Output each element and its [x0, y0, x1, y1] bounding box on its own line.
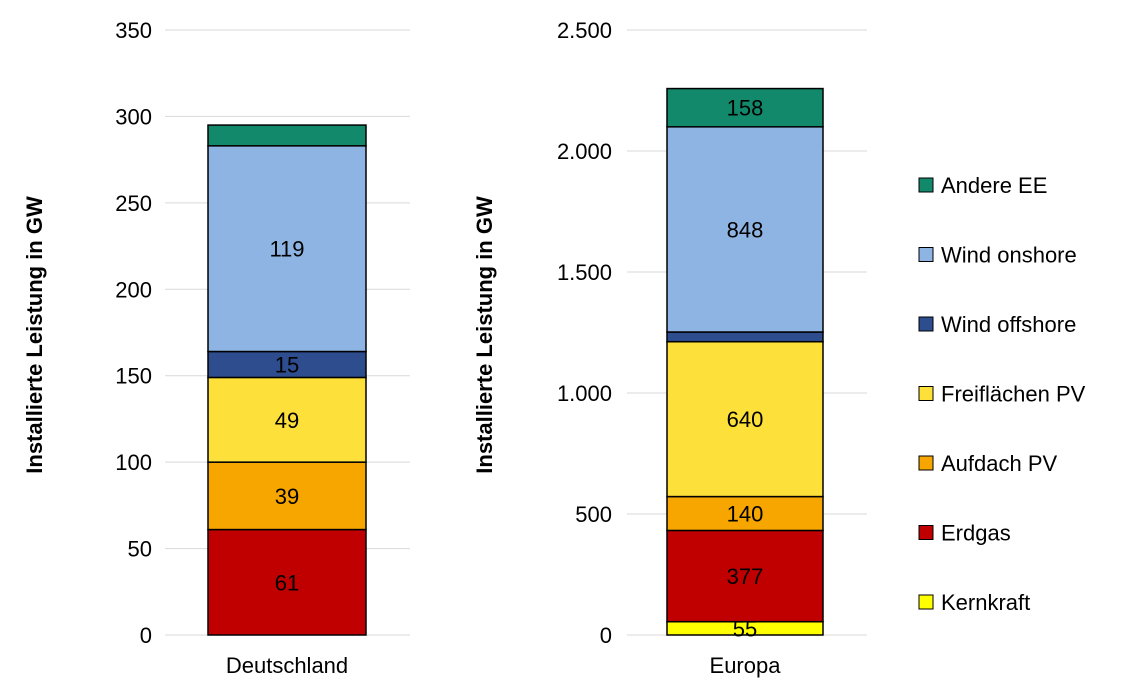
bar-segment: [207, 376, 367, 463]
y-tick-label: 0: [140, 623, 152, 648]
legend-swatch: [918, 386, 934, 401]
data-label: 55: [733, 616, 757, 641]
y-tick-label: 150: [115, 364, 152, 389]
data-label: 158: [727, 96, 764, 121]
legend-swatch: [918, 525, 934, 540]
legend-label: Kernkraft: [941, 590, 1030, 615]
legend-swatch: [918, 247, 934, 262]
y-tick-label: 500: [575, 502, 612, 527]
data-label: 140: [727, 502, 764, 527]
bar-segment: [207, 145, 367, 353]
bar-segment: [666, 529, 824, 623]
bar-segment: [666, 87, 824, 128]
bar-segment: [666, 340, 824, 498]
y-tick-label: 2.000: [557, 139, 612, 164]
legend-label: Wind offshore: [941, 312, 1076, 337]
legend-swatch: [918, 316, 934, 332]
data-label: 39: [275, 484, 299, 509]
data-label: 15: [275, 352, 299, 377]
data-label: 848: [727, 217, 764, 242]
y-axis-label: Installierte Leistung in GW: [472, 196, 497, 474]
y-tick-label: 1.500: [557, 260, 612, 285]
legend-label: Freiflächen PV: [941, 382, 1086, 407]
legend-swatch: [918, 594, 934, 610]
y-tick-label: 200: [115, 277, 152, 302]
y-tick-label: 50: [128, 537, 152, 562]
bar-segment: [207, 124, 367, 147]
legend-swatch: [918, 177, 934, 193]
bar-segment: [207, 528, 367, 636]
y-tick-label: 2.500: [557, 18, 612, 43]
legend-label: Wind onshore: [941, 243, 1077, 268]
data-label: 377: [727, 564, 764, 589]
y-tick-label: 0: [600, 623, 612, 648]
y-tick-label: 250: [115, 191, 152, 216]
y-tick-label: 350: [115, 18, 152, 43]
data-label: 119: [269, 237, 304, 262]
legend-label: Erdgas: [941, 521, 1011, 546]
data-label: 49: [275, 408, 299, 433]
y-tick-label: 100: [115, 450, 152, 475]
x-tick-label: Deutschland: [226, 653, 348, 678]
y-axis-label: Installierte Leistung in GW: [22, 196, 47, 474]
data-label: 61: [275, 570, 299, 595]
legend-label: Aufdach PV: [941, 451, 1058, 476]
bar-segment: [666, 126, 824, 333]
y-tick-label: 300: [115, 104, 152, 129]
x-tick-label: Europa: [710, 653, 782, 678]
data-label: 640: [727, 407, 764, 432]
y-tick-label: 1.000: [557, 381, 612, 406]
legend-label: Andere EE: [941, 173, 1047, 198]
legend-swatch: [918, 455, 934, 471]
bar-segment: [666, 331, 824, 343]
bar-segment: [207, 461, 367, 531]
